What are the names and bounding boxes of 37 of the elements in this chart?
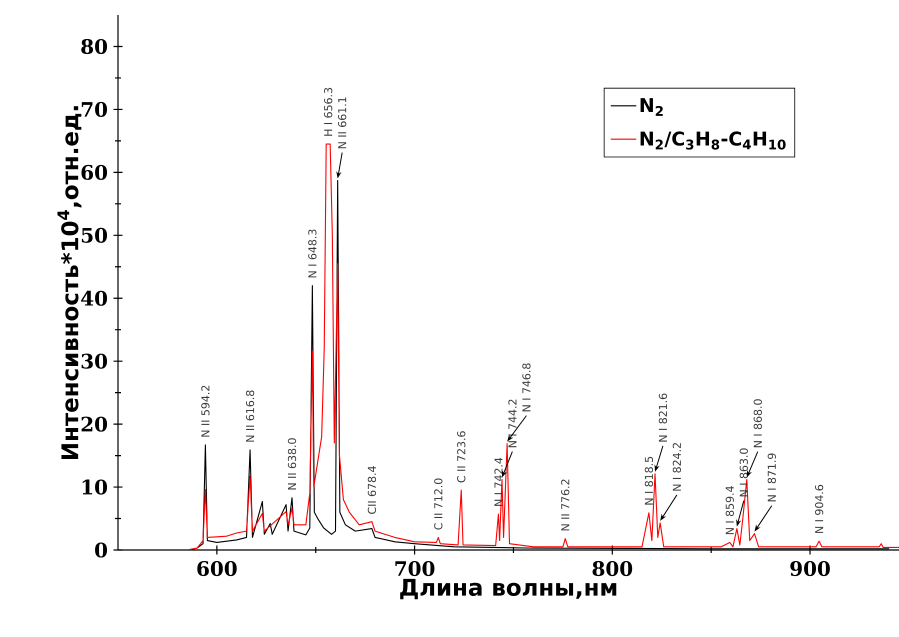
annotation: N I 859.4 <box>726 486 734 534</box>
y-tick-label: 50 <box>82 228 108 243</box>
y-tick-label: 10 <box>82 480 108 495</box>
y-tick-label: 20 <box>82 416 108 432</box>
y-tick-label: 40 <box>81 290 108 306</box>
annotation: N I 746.8 <box>522 363 531 412</box>
annotation: CII 678.4 <box>368 466 376 514</box>
annotation: C II 712.0 <box>434 478 442 530</box>
x-tick-label: 800 <box>592 561 632 576</box>
annotation: N I 648.3 <box>308 230 317 278</box>
legend-label: N$_{2}$ <box>640 98 663 116</box>
y-tick-label: 30 <box>82 354 108 369</box>
y-tick-label: 60 <box>82 164 108 180</box>
annotation: N II 594.2 <box>201 386 210 437</box>
annotation: N II 661.1 <box>338 97 346 148</box>
annotation: N I 821.6 <box>658 394 668 442</box>
y-tick-label: 70 <box>82 102 108 117</box>
annotation: N I 904.6 <box>814 484 824 533</box>
annotation: H I 656.3 <box>324 88 332 136</box>
annotation: N I 818.5 <box>644 456 654 505</box>
annotation: N II 776.2 <box>561 480 570 530</box>
annotation: C II 723.6 <box>457 431 466 482</box>
annotation: N I 863.0 <box>740 448 748 496</box>
annotation: N I 742.4 <box>494 458 502 506</box>
annotation: N II 638.0 <box>288 438 296 490</box>
annotation: N II 616.8 <box>246 390 254 442</box>
x-axis-title: Длина волны,нм <box>400 578 616 600</box>
x-tick-label: 600 <box>197 561 237 576</box>
annotation: N I 868.0 <box>754 399 762 448</box>
y-tick-label: 80 <box>81 38 108 54</box>
text: N$_{2}$/C$_{3}$H$_{8}$-C$_{4}$H$_{10}$ <box>640 131 786 150</box>
x-tick-label: 700 <box>395 561 434 576</box>
y-tick-label: 0 <box>95 542 108 558</box>
y-axis-title: Интенсивность*10$^{4}$,отн.ед. <box>57 106 82 460</box>
x-tick-label: 900 <box>790 561 830 576</box>
annotation: N I 824.2 <box>672 443 682 491</box>
annotation: N I 871.9 <box>768 453 776 502</box>
